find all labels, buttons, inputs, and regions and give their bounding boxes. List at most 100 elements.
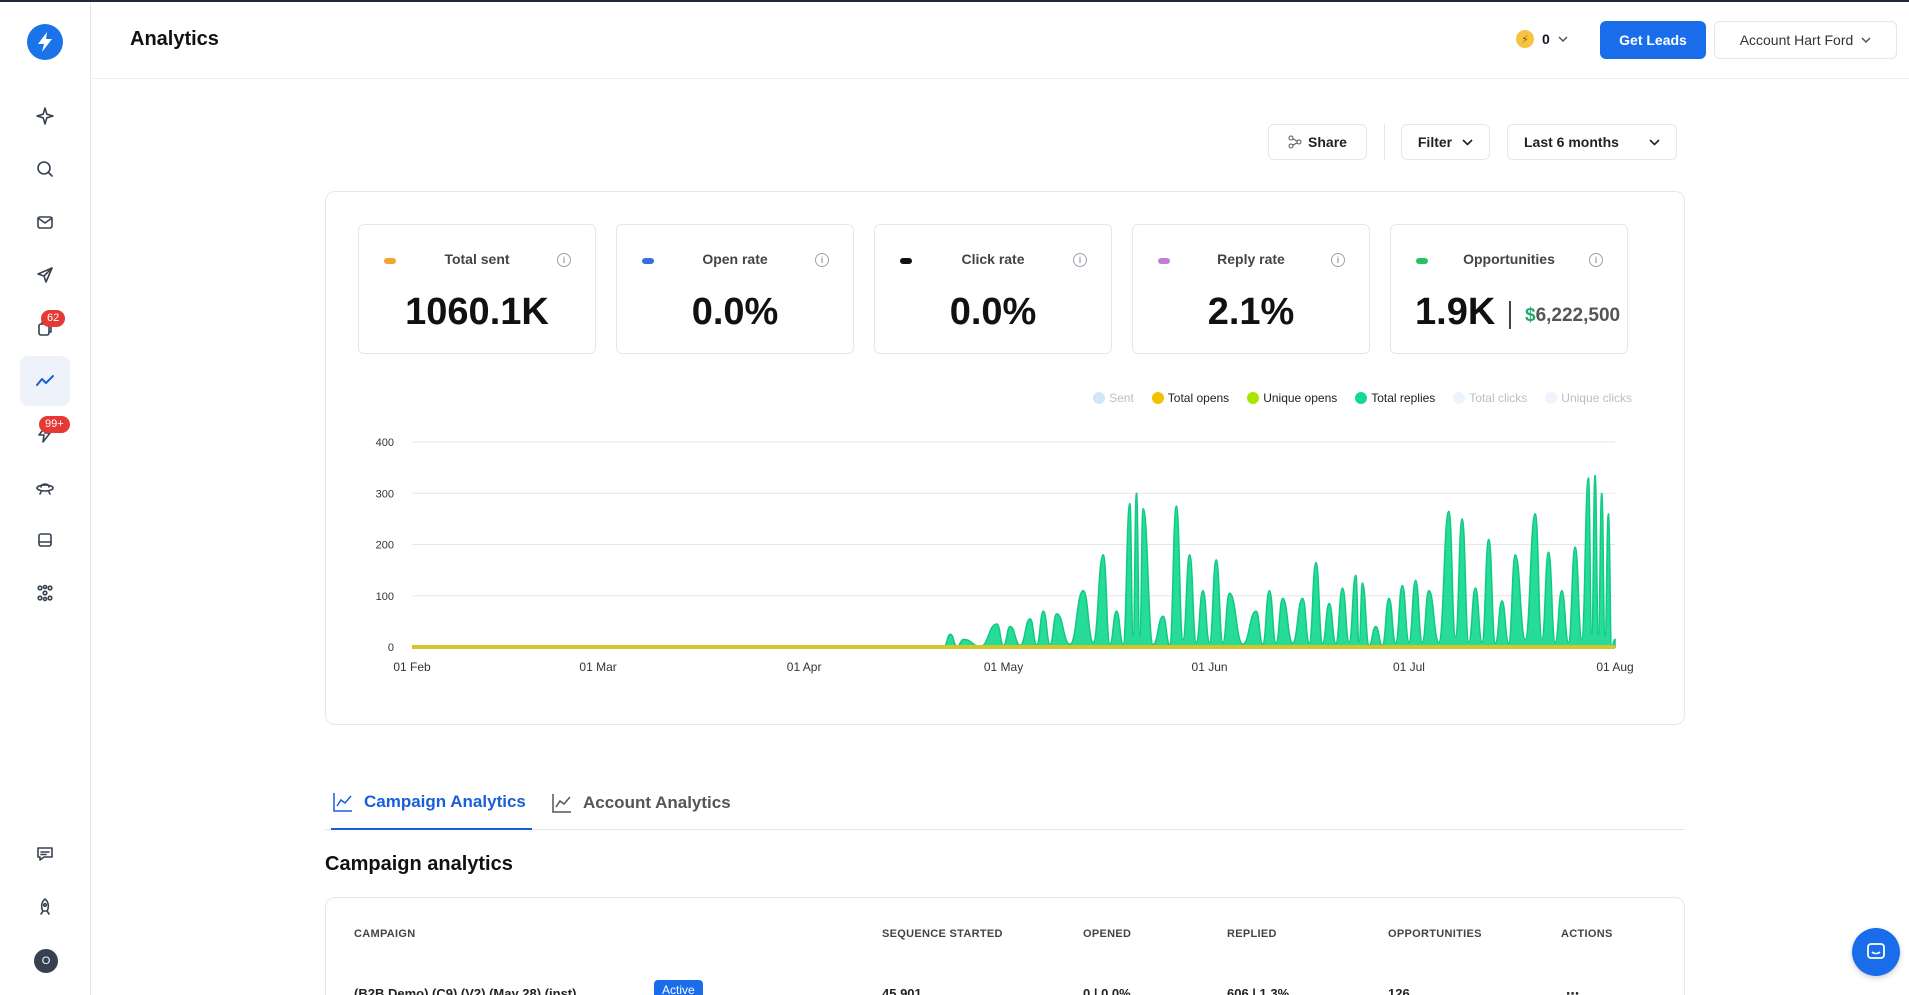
- legend-item[interactable]: Unique opens: [1247, 391, 1337, 405]
- legend-label: Total clicks: [1469, 391, 1528, 405]
- analytics-icon: [36, 375, 54, 386]
- rocket-icon: [40, 898, 50, 915]
- chat-support-button[interactable]: [1852, 928, 1900, 976]
- share-button[interactable]: Share: [1268, 124, 1367, 160]
- legend-dot: [1453, 392, 1466, 404]
- top-border: [0, 0, 1909, 2]
- legend-label: Unique opens: [1263, 391, 1338, 405]
- stat-value: 1060.1K: [405, 291, 549, 333]
- y-tick-label: 200: [376, 540, 394, 552]
- chevron-down-icon: [1649, 138, 1660, 146]
- stat-color-dot: [900, 258, 912, 264]
- more-actions-icon[interactable]: ⋯: [1566, 986, 1582, 995]
- avatar[interactable]: O: [34, 949, 58, 973]
- x-tick-label: 01 May: [984, 660, 1023, 674]
- stat-label: Total sent: [444, 251, 510, 267]
- bolt-icon: [38, 425, 51, 443]
- filter-dropdown[interactable]: Filter: [1401, 124, 1490, 160]
- section-title: Campaign analytics: [325, 853, 513, 875]
- info-icon[interactable]: i: [815, 253, 829, 267]
- chevron-down-icon: [1558, 36, 1568, 42]
- legend-item[interactable]: Unique clicks: [1545, 391, 1632, 405]
- info-icon[interactable]: i: [1589, 253, 1603, 267]
- column-header-replied: REPLIED: [1227, 928, 1277, 940]
- legend-dot: [1093, 392, 1106, 404]
- search-icon: [37, 161, 53, 177]
- nav-copilot[interactable]: [20, 91, 70, 141]
- get-leads-button[interactable]: Get Leads: [1600, 21, 1706, 59]
- column-header-sequence-started: SEQUENCE STARTED: [882, 928, 1003, 940]
- y-tick-label: 300: [376, 488, 394, 500]
- legend-dot: [1247, 392, 1260, 404]
- date-range-dropdown[interactable]: Last 6 months: [1507, 124, 1677, 160]
- stat-reply-rate: Reply rate i 2.1%: [1132, 224, 1370, 354]
- campaign-table: CAMPAIGN SEQUENCE STARTED OPENED REPLIED…: [325, 897, 1685, 995]
- app-logo[interactable]: [27, 24, 63, 60]
- stat-divider: [1509, 301, 1511, 329]
- nav-search[interactable]: [20, 144, 70, 194]
- nav-analytics[interactable]: [20, 356, 70, 406]
- column-header-opportunities: OPPORTUNITIES: [1388, 928, 1482, 940]
- filter-label: Filter: [1417, 134, 1453, 150]
- nav-email-accounts[interactable]: [20, 197, 70, 247]
- stat-color-dot: [384, 258, 396, 264]
- account-dropdown[interactable]: Account Hart Ford: [1714, 21, 1897, 59]
- bolt-logo-icon: [38, 32, 52, 52]
- x-tick-label: 01 Jun: [1192, 660, 1228, 674]
- column-header-campaign: CAMPAIGN: [354, 928, 416, 940]
- stat-label: Reply rate: [1217, 251, 1285, 267]
- page-title: Analytics: [130, 28, 219, 50]
- nav-getting-started[interactable]: [20, 882, 70, 932]
- tab-account-analytics[interactable]: Account Analytics: [550, 776, 731, 830]
- credits-dropdown[interactable]: ⚡ 0: [1516, 30, 1568, 48]
- nav-accelerator[interactable]: [20, 462, 70, 512]
- campaigns-badge: 62: [41, 310, 66, 327]
- mail-icon: [37, 216, 53, 229]
- account-label: Account Hart Ford: [1739, 32, 1854, 48]
- nav-unibox[interactable]: 99+: [20, 409, 70, 459]
- legend-label: Unique clicks: [1561, 391, 1632, 405]
- stat-click-rate: Click rate i 0.0%: [874, 224, 1112, 354]
- nav-inbox[interactable]: [20, 515, 70, 565]
- legend-item[interactable]: Total opens: [1151, 391, 1230, 405]
- x-tick-label: 01 Jul: [1393, 660, 1425, 674]
- legend-item[interactable]: Total replies: [1355, 391, 1435, 405]
- analytics-overview-card: Total sent i 1060.1K Open rate i 0.0% Cl…: [325, 191, 1685, 725]
- column-header-opened: OPENED: [1083, 928, 1132, 940]
- stat-value: 0.0%: [691, 291, 779, 333]
- unibox-badge: 99+: [39, 416, 70, 433]
- legend-dot: [1151, 392, 1164, 404]
- x-tick-label: 01 Feb: [393, 660, 431, 674]
- legend-item[interactable]: Total clicks: [1453, 391, 1527, 405]
- nav-campaigns[interactable]: [20, 250, 70, 300]
- stat-label: Opportunities: [1463, 251, 1555, 267]
- tab-label: Account Analytics: [583, 793, 731, 812]
- replied-value: 606 | 1.3%: [1227, 986, 1290, 995]
- info-icon[interactable]: i: [1073, 253, 1087, 267]
- opportunities-value: 126: [1388, 986, 1410, 995]
- y-tick-label: 400: [376, 437, 394, 449]
- stat-color-dot: [642, 258, 654, 264]
- toolbar-divider: [1384, 124, 1385, 160]
- legend-dot: [1545, 392, 1558, 404]
- top-header: Analytics ⚡ 0 Get Leads Account Hart For…: [92, 2, 1909, 79]
- legend-item[interactable]: Sent: [1093, 391, 1134, 405]
- nav-integrations[interactable]: [20, 568, 70, 618]
- nav-templates[interactable]: 62: [20, 303, 70, 353]
- line-chart-icon: [552, 794, 571, 813]
- nav-feedback[interactable]: [20, 829, 70, 879]
- line-chart-icon: [333, 793, 352, 812]
- sequence-started-value: 45,901: [882, 986, 922, 995]
- tab-campaign-analytics[interactable]: Campaign Analytics: [331, 776, 532, 830]
- currency-symbol: $: [1525, 305, 1536, 326]
- sparkle-icon: [36, 107, 54, 125]
- x-tick-label: 01 Mar: [579, 660, 616, 674]
- info-icon[interactable]: i: [1331, 253, 1345, 267]
- info-icon[interactable]: i: [557, 253, 571, 267]
- legend-label: Sent: [1109, 391, 1134, 405]
- campaign-name[interactable]: (B2B Demo) (C9) (V2) (May 28) (inst): [354, 986, 577, 995]
- stat-value: 0.0%: [949, 291, 1037, 333]
- legend-label: Total opens: [1167, 391, 1230, 405]
- chart-legend: Sent Total opens Unique opens Total replies…: [1093, 391, 1632, 405]
- ufo-icon: [36, 483, 54, 495]
